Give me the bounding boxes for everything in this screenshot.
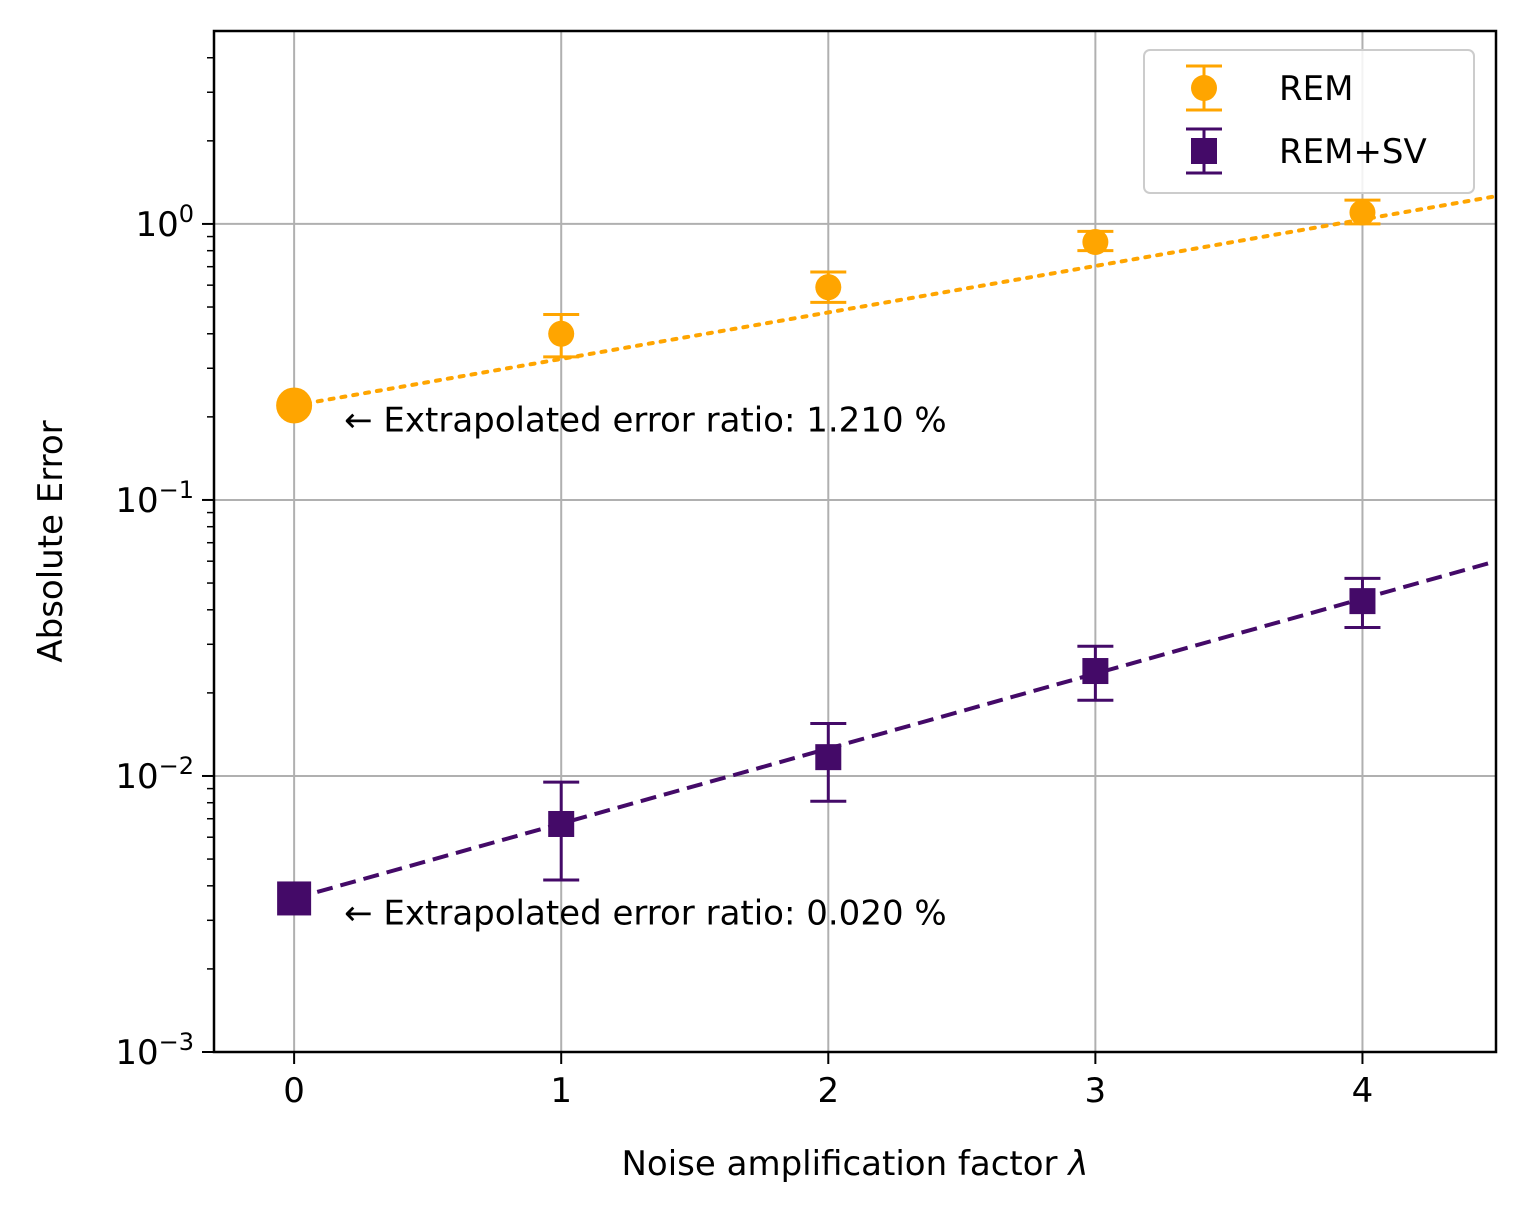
series-rem-sv: ← Extrapolated error ratio: 0.020 %: [277, 559, 1497, 933]
y-tick-base: 10: [115, 1033, 158, 1073]
x-tick-label: 2: [817, 1071, 839, 1111]
data-point: [1349, 199, 1376, 226]
plot-area: ← Extrapolated error ratio: 1.210 % ← Ext…: [276, 194, 1498, 933]
legend: REM REM+SV: [1143, 49, 1475, 194]
y-tick-label: 10−3: [115, 1028, 194, 1073]
legend-label: REM+SV: [1279, 132, 1427, 172]
y-axis-label: Absolute Error: [31, 420, 71, 662]
y-tick-exponent: 0: [179, 200, 194, 228]
x-tick-label: 4: [1352, 1071, 1374, 1111]
y-tick-base: 10: [115, 481, 158, 521]
x-tick-label: 3: [1085, 1071, 1107, 1111]
legend-label: REM: [1279, 69, 1353, 109]
y-tick-label: 10−2: [115, 752, 194, 797]
x-axis-label-text: Noise amplification factor: [622, 1144, 1058, 1184]
x-tick-label: 1: [550, 1071, 572, 1111]
y-tick-exponent: −3: [159, 1028, 194, 1056]
x-axis-label: Noise amplification factor λ: [622, 1144, 1089, 1184]
fit-line: [293, 559, 1497, 901]
plot-frame: [212, 29, 1498, 1054]
y-tick-label: 10−1: [115, 476, 194, 521]
legend-entry: REM: [1186, 64, 1353, 112]
data-point: [815, 274, 842, 301]
y-tick-label: 100: [135, 200, 194, 245]
extrapolated-point: [276, 387, 313, 424]
data-point: [1082, 229, 1109, 256]
legend-marker: [1191, 75, 1217, 101]
data-point: [548, 320, 575, 347]
x-axis-label-symbol: λ: [1066, 1144, 1088, 1184]
fit-line: [292, 194, 1498, 408]
series-rem: ← Extrapolated error ratio: 1.210 %: [276, 194, 1498, 440]
y-tick-exponent: −1: [159, 476, 194, 504]
legend-marker: [1191, 138, 1217, 164]
extrapolated-point: [277, 881, 312, 916]
y-tick-base: 10: [135, 205, 178, 245]
data-point: [1349, 588, 1376, 615]
extrapolation-annotation: ← Extrapolated error ratio: 0.020 %: [344, 893, 947, 933]
y-tick-exponent: −2: [159, 752, 194, 780]
legend-box: [1143, 49, 1475, 194]
data-point: [548, 810, 575, 837]
y-tick-base: 10: [115, 757, 158, 797]
x-tick-label: 0: [283, 1071, 305, 1111]
data-point: [1082, 658, 1109, 685]
legend-entry: REM+SV: [1186, 127, 1427, 175]
extrapolation-annotation: ← Extrapolated error ratio: 1.210 %: [344, 400, 947, 440]
data-point: [815, 744, 842, 771]
